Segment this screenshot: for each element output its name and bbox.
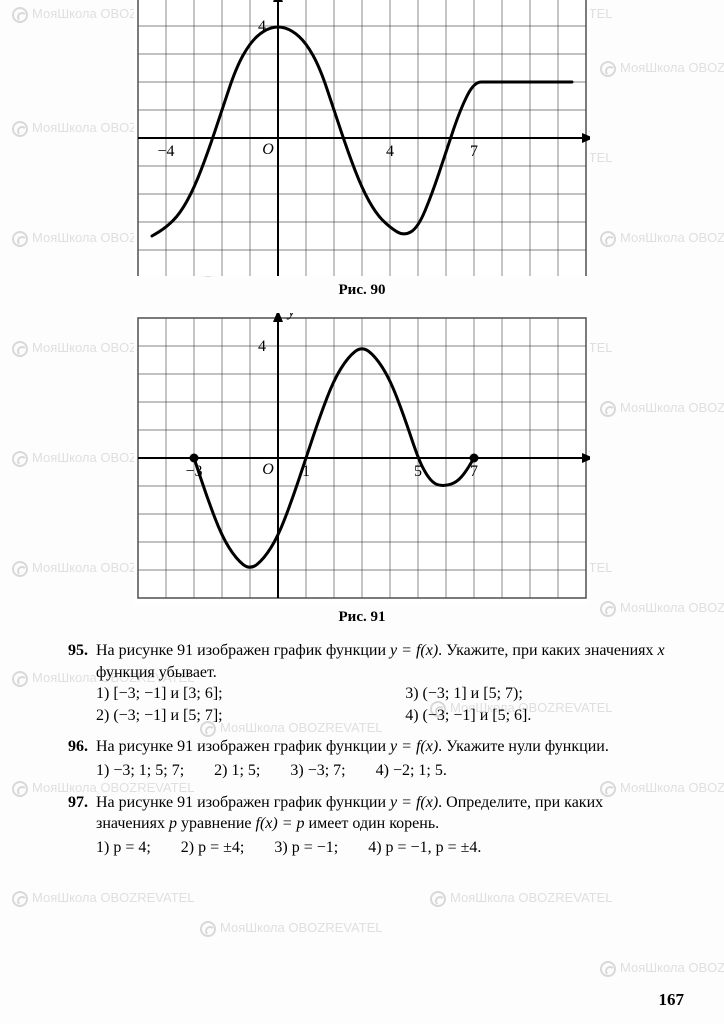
problem-text: На рисунке 91 изображен график функции y…	[96, 736, 674, 781]
caption-fig-91: Рис. 91	[339, 609, 386, 626]
opt-3: 3) −3; 7;	[290, 760, 345, 782]
t: . Укажите, при каких значениях	[438, 642, 657, 659]
opt-1: 1) [−3; −1] и [3; 6];	[96, 683, 365, 705]
problem-95: 95. На рисунке 91 изображен график функц…	[50, 640, 674, 726]
svg-text:O: O	[262, 461, 274, 478]
svg-text:O: O	[262, 141, 274, 158]
var: p	[169, 815, 177, 832]
t: функция убывает.	[96, 664, 217, 681]
fn: y = f(x)	[390, 738, 438, 755]
page-content: xyO−4474 Рис. 90 xyO−31574 Рис. 91 95. Н…	[0, 0, 724, 858]
problem-97: 97. На рисунке 91 изображен график функц…	[50, 792, 674, 859]
problem-96: 96. На рисунке 91 изображен график функц…	[50, 736, 674, 781]
problem-number: 95.	[50, 640, 96, 726]
opt-3: 3) (−3; 1] и [5; 7);	[405, 683, 674, 705]
svg-text:x: x	[589, 119, 590, 136]
t: уравнение	[177, 815, 256, 832]
t: На рисунке 91 изображен график функции	[96, 642, 390, 659]
var: x	[658, 642, 665, 659]
chart-fig-91: xyO−31574	[134, 313, 590, 603]
opt-3: 3) p = −1;	[274, 837, 338, 859]
problem-number: 97.	[50, 792, 96, 859]
svg-text:−4: −4	[157, 143, 174, 160]
svg-text:4: 4	[258, 338, 266, 355]
figure-91: xyO−31574 Рис. 91	[40, 313, 684, 640]
problem-text: На рисунке 91 изображен график функции y…	[96, 792, 674, 859]
fn: y = f(x)	[390, 794, 438, 811]
options: 1) p = 4; 2) p = ±4; 3) p = −1; 4) p = −…	[96, 837, 674, 859]
page-number: 167	[659, 990, 685, 1010]
opt-4: 4) p = −1, p = ±4.	[368, 837, 481, 859]
figure-90: xyO−4474 Рис. 90	[40, 0, 684, 313]
chart-fig-90: xyO−4474	[134, 0, 590, 276]
opt-4: 4) (−3; −1] и [5; 6].	[405, 705, 674, 727]
opt-4: 4) −2; 1; 5.	[376, 760, 447, 782]
t: На рисунке 91 изображен график функции	[96, 794, 390, 811]
svg-text:y: y	[286, 313, 296, 320]
fn: y = f(x)	[390, 642, 438, 659]
svg-text:7: 7	[470, 143, 478, 160]
options: 1) [−3; −1] и [3; 6]; 3) (−3; 1] и [5; 7…	[96, 683, 674, 726]
opt-2: 2) (−3; −1] и [5; 7];	[96, 705, 365, 727]
opt-1: 1) −3; 1; 5; 7;	[96, 760, 184, 782]
problems-block: 95. На рисунке 91 изображен график функц…	[40, 640, 684, 858]
problem-text: На рисунке 91 изображен график функции y…	[96, 640, 674, 726]
t: На рисунке 91 изображен график функции	[96, 738, 390, 755]
opt-2: 2) 1; 5;	[214, 760, 260, 782]
svg-text:4: 4	[386, 143, 394, 160]
eq: f(x) = p	[256, 815, 305, 832]
caption-fig-90: Рис. 90	[339, 282, 386, 299]
t: . Укажите нули функции.	[438, 738, 609, 755]
options: 1) −3; 1; 5; 7; 2) 1; 5; 3) −3; 7; 4) −2…	[96, 760, 674, 782]
t: имеет один корень.	[305, 815, 440, 832]
problem-number: 96.	[50, 736, 96, 781]
svg-text:x: x	[589, 439, 590, 456]
opt-2: 2) p = ±4;	[181, 837, 245, 859]
opt-1: 1) p = 4;	[96, 837, 151, 859]
